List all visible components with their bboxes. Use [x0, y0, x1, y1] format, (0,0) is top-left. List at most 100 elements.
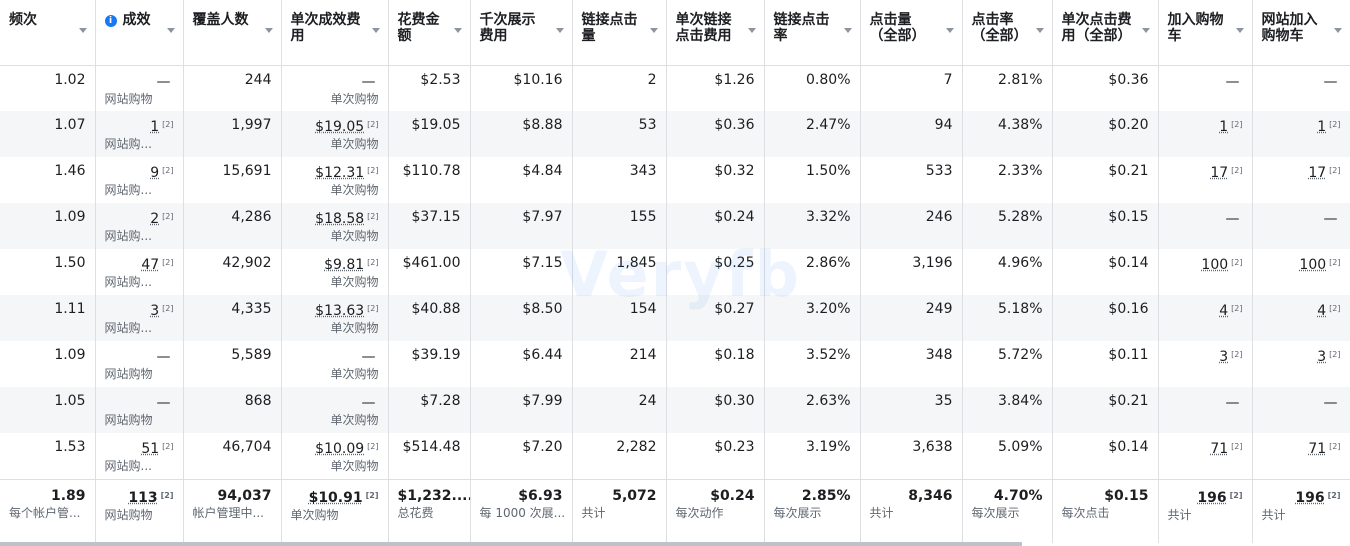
- table-cell: 17 [2]: [1252, 157, 1350, 203]
- cell-value: 3.19%: [774, 439, 850, 455]
- column-header[interactable]: 单次成效费用: [281, 0, 389, 66]
- cell-value: 24: [582, 393, 657, 409]
- sort-chevron-icon[interactable]: [945, 28, 954, 33]
- cell-value-text[interactable]: 100: [1201, 257, 1229, 273]
- footnote-marker: [2]: [1329, 166, 1341, 175]
- table-cell: $0.23: [666, 433, 765, 479]
- cell-value-text[interactable]: $18.58: [315, 211, 365, 227]
- cell-value-text: $7.28: [420, 393, 461, 409]
- table-cell: 2: [572, 65, 667, 111]
- cell-value-text[interactable]: 3: [1219, 349, 1229, 365]
- cell-value-text[interactable]: 71: [1308, 441, 1327, 457]
- cell-value-text[interactable]: 71: [1210, 441, 1229, 457]
- table-row[interactable]: 1.02— 网站购物 244— 单次购物 $2.53 $10.16 2 $1.26 0.80% 7…: [0, 65, 1350, 111]
- sort-chevron-icon[interactable]: [78, 28, 87, 33]
- column-header[interactable]: 单次链接点击费用: [666, 0, 765, 66]
- cell-value-text: 348: [925, 347, 953, 363]
- sort-chevron-icon[interactable]: [166, 28, 175, 33]
- sort-chevron-icon[interactable]: [1333, 28, 1342, 33]
- cell-value-text[interactable]: $10.09: [315, 441, 365, 457]
- cell-value: $19.05 [2]: [291, 117, 378, 135]
- cell-value-text: 3.52%: [806, 347, 851, 363]
- cell-value-text: 154: [629, 301, 657, 317]
- column-header[interactable]: 网站加入购物车: [1252, 0, 1350, 66]
- table-cell: 46,704: [183, 433, 282, 479]
- table-row[interactable]: 1.09 2 [2] 网站购... 4,286 $18.58 [2] 单次购物 $37.15 $7…: [0, 203, 1350, 249]
- cell-value: $0.15: [1062, 488, 1148, 504]
- cell-value-text[interactable]: 1: [1219, 119, 1229, 135]
- cell-value-text[interactable]: 100: [1299, 257, 1327, 273]
- column-header[interactable]: 链接点击量: [572, 0, 667, 66]
- table-row[interactable]: 1.05— 网站购物 868— 单次购物 $7.28 $7.99 24 $0.30 2.63% 3…: [0, 387, 1350, 433]
- cell-value-text[interactable]: 1: [150, 119, 160, 135]
- sort-chevron-icon[interactable]: [264, 28, 273, 33]
- table-row[interactable]: 1.07 1 [2] 网站购... 1,997 $19.05 [2] 单次购物 $19.05 $8…: [0, 111, 1350, 157]
- sort-chevron-icon[interactable]: [371, 28, 380, 33]
- table-cell: $1,232.... 总花费: [388, 478, 471, 543]
- table-row[interactable]: 1.11 3 [2] 网站购... 4,335 $13.63 [2] 单次购物 $40.88 $8…: [0, 295, 1350, 341]
- cell-value-text: 2.86%: [806, 255, 851, 271]
- sort-chevron-icon[interactable]: [555, 28, 564, 33]
- column-header-label: 单次链接点击费用: [675, 12, 732, 44]
- cell-value-text: 1.09: [54, 209, 86, 225]
- column-header[interactable]: 加入购物车: [1158, 0, 1253, 66]
- cell-value-text[interactable]: 4: [1219, 303, 1229, 319]
- column-header[interactable]: 单次点击费用（全部）: [1052, 0, 1159, 66]
- cell-value-text[interactable]: 3: [150, 303, 160, 319]
- cell-value-text[interactable]: $12.31: [315, 165, 365, 181]
- sort-chevron-icon[interactable]: [1235, 28, 1244, 33]
- cell-value-text[interactable]: 2: [150, 211, 160, 227]
- table-row[interactable]: 1.53 51 [2] 网站购... 46,704 $10.09 [2] 单次购物 $514.4…: [0, 433, 1350, 479]
- sort-chevron-icon[interactable]: [649, 28, 658, 33]
- column-header[interactable]: 频次: [0, 0, 96, 66]
- sort-chevron-icon[interactable]: [453, 28, 462, 33]
- cell-subtext: 共计: [1261, 507, 1286, 522]
- cell-value: $514.48: [398, 439, 461, 455]
- table-row[interactable]: 1.46 9 [2] 网站购... 15,691 $12.31 [2] 单次购物 $110.78…: [0, 157, 1350, 203]
- cell-value-text[interactable]: 17: [1210, 165, 1229, 181]
- sort-chevron-icon[interactable]: [1035, 28, 1044, 33]
- cell-value: $19.05: [398, 117, 461, 133]
- cell-value: 3.32%: [774, 209, 850, 225]
- table-cell: 1 [2]: [1252, 111, 1350, 157]
- column-header[interactable]: 链接点击率: [764, 0, 861, 66]
- column-header[interactable]: 点击率（全部）: [962, 0, 1053, 66]
- column-header[interactable]: 点击量（全部）: [860, 0, 963, 66]
- cell-value-text[interactable]: 196: [1197, 489, 1227, 506]
- sort-chevron-icon[interactable]: [1141, 28, 1150, 33]
- cell-value-text[interactable]: 4: [1317, 303, 1327, 319]
- table-row[interactable]: 1.09— 网站购物 5,589— 单次购物 $39.19 $6.44 214 $0.18 3.…: [0, 341, 1350, 387]
- info-icon[interactable]: i: [104, 15, 117, 27]
- cell-value-text[interactable]: $13.63: [315, 303, 365, 319]
- sort-chevron-icon[interactable]: [843, 28, 852, 33]
- sort-chevron-icon[interactable]: [747, 28, 756, 33]
- table-cell: $0.14: [1052, 433, 1159, 479]
- cell-value-text: 46,704: [222, 439, 272, 455]
- cell-value-text[interactable]: 47: [141, 257, 160, 273]
- horizontal-scrollbar[interactable]: [0, 542, 1022, 546]
- column-header[interactable]: 花费金额: [388, 0, 471, 66]
- column-header[interactable]: 覆盖人数: [183, 0, 282, 66]
- cell-value-text[interactable]: 196: [1295, 489, 1325, 506]
- cell-value-text[interactable]: 17: [1308, 165, 1327, 181]
- column-header[interactable]: 千次展示费用: [470, 0, 573, 66]
- table-cell: 155: [572, 203, 667, 249]
- cell-value-text[interactable]: 1: [1317, 119, 1327, 135]
- cell-value-text: —: [156, 395, 171, 411]
- cell-value: —: [105, 72, 174, 90]
- table-cell: $0.30: [666, 387, 765, 433]
- table-cell: $6.44: [470, 341, 573, 387]
- cell-value-text[interactable]: 113: [128, 489, 158, 506]
- cell-value: $7.20: [480, 439, 562, 455]
- cell-value-text[interactable]: $19.05: [315, 119, 365, 135]
- cell-value-text[interactable]: 9: [150, 165, 160, 181]
- cell-value-text: 1.89: [50, 487, 86, 504]
- cell-value-text[interactable]: 51: [141, 441, 160, 457]
- cell-value-text[interactable]: 3: [1317, 349, 1327, 365]
- cell-value-text[interactable]: $9.81: [324, 257, 365, 273]
- cell-value-text[interactable]: $10.91: [308, 489, 363, 506]
- table-cell: 214: [572, 341, 667, 387]
- column-header[interactable]: i 成效: [95, 0, 184, 66]
- cell-value: —: [105, 347, 174, 365]
- table-row[interactable]: 1.50 47 [2] 网站购... 42,902 $9.81 [2] 单次购物 $461.00…: [0, 249, 1350, 295]
